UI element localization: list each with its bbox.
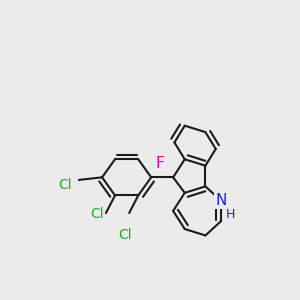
Text: N: N [215, 193, 226, 208]
Text: F: F [156, 156, 165, 171]
Text: H: H [225, 208, 235, 221]
Text: Cl: Cl [90, 206, 104, 220]
Text: Cl: Cl [118, 229, 132, 242]
Text: Cl: Cl [58, 178, 71, 192]
